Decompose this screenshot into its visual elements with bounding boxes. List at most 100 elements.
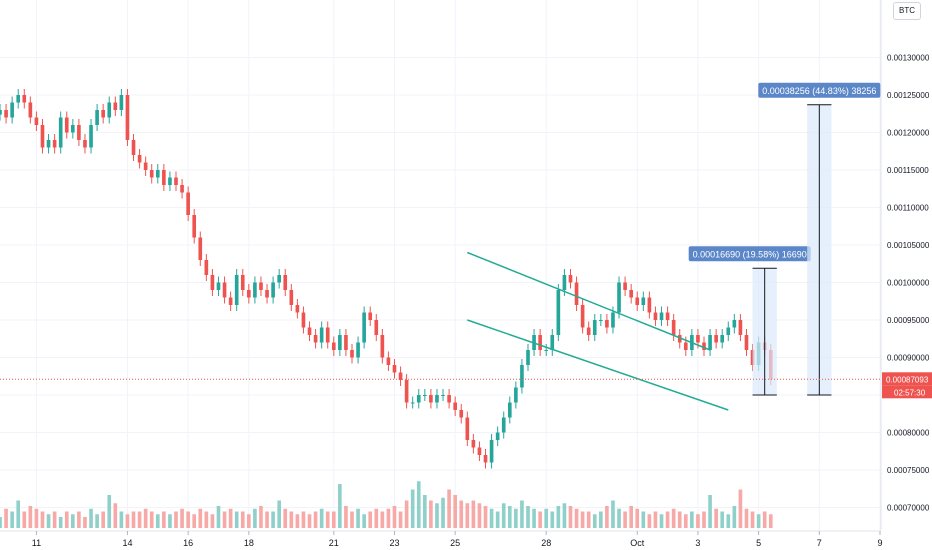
volume-bar <box>459 500 464 528</box>
volume-bar <box>4 508 8 528</box>
candle-body <box>526 350 530 365</box>
candle-body <box>28 102 33 118</box>
candle <box>0 104 2 121</box>
volume-bar <box>162 511 166 528</box>
candle-body <box>647 297 652 313</box>
candle <box>325 321 330 349</box>
x-tick-label: 14 <box>122 538 132 548</box>
candle <box>708 329 712 356</box>
candle-body <box>416 395 421 403</box>
volume-bar <box>210 514 215 528</box>
candle <box>459 404 464 424</box>
volume-bar <box>538 511 542 528</box>
volume-bar <box>410 489 415 528</box>
candle-body <box>659 312 664 320</box>
candle <box>477 441 482 461</box>
candle <box>677 329 682 349</box>
candle-body <box>143 162 148 170</box>
candle <box>720 329 725 349</box>
price-range-measurements[interactable]: 0.00016690 (19.58%) 16690 0.00038256 (44.… <box>688 82 881 396</box>
candle-body <box>210 275 215 290</box>
volume-bar <box>247 514 251 528</box>
x-tick-label: 23 <box>389 538 399 548</box>
candle-body <box>107 102 112 118</box>
currency-badge[interactable]: BTC <box>893 2 921 20</box>
candle-body <box>319 327 324 343</box>
volume-bar <box>301 511 306 528</box>
x-axis[interactable]: 11 14 16 18 21 23 25 28 Oct 3 5 7 9 <box>0 530 883 548</box>
volume-bar <box>507 506 512 528</box>
candle <box>295 299 300 319</box>
candle-body <box>744 335 749 350</box>
candle <box>599 314 603 326</box>
candle-body <box>489 440 494 463</box>
candle <box>89 119 93 154</box>
volume-bar <box>101 511 105 528</box>
candle <box>52 134 57 154</box>
volume-bar <box>726 514 731 528</box>
candle <box>526 344 530 371</box>
candle-body <box>453 402 457 410</box>
volume-bar <box>46 514 51 528</box>
candle <box>228 291 233 311</box>
candle-body <box>556 290 561 335</box>
volume-bar <box>683 514 688 528</box>
candle-body <box>617 282 621 313</box>
candle-body <box>89 125 93 148</box>
candle <box>605 314 609 334</box>
volume-bar <box>501 503 506 528</box>
candle <box>16 89 21 109</box>
volume-bar <box>641 511 646 528</box>
volume-bar <box>64 511 69 528</box>
volume-bar <box>732 506 737 528</box>
candle-body <box>168 177 172 185</box>
candle-body <box>46 140 51 148</box>
volume-bars <box>0 481 773 528</box>
candle-body <box>374 320 379 335</box>
candle-body <box>22 95 27 103</box>
volume-bar <box>696 514 700 528</box>
candle-body <box>544 350 549 351</box>
volume-bar <box>58 517 63 528</box>
volume-bar <box>392 506 397 528</box>
volume-bar <box>623 511 627 528</box>
volume-bar <box>489 508 494 528</box>
candle <box>319 321 324 349</box>
candle <box>113 96 118 116</box>
descending-channel[interactable] <box>467 251 729 411</box>
candle-body <box>234 275 239 305</box>
range-label-bg <box>688 246 811 262</box>
volume-bar <box>647 514 652 528</box>
countdown-label-bg <box>882 385 932 399</box>
candle-body <box>204 260 209 275</box>
y-tick-label: 0.00120000 <box>887 129 930 138</box>
y-axis[interactable]: 0.000700000.000750000.000800000.00085000… <box>880 0 932 530</box>
candle-body <box>113 102 118 110</box>
candle <box>58 111 63 154</box>
candle <box>271 276 275 304</box>
candle-body <box>720 335 725 343</box>
volume-bar <box>435 503 439 528</box>
candle-body <box>380 335 385 358</box>
volume-bar <box>471 500 476 528</box>
volume-bar <box>398 511 403 528</box>
candle-body <box>550 335 555 350</box>
candle <box>568 269 573 289</box>
candle-body <box>101 110 105 118</box>
candle <box>738 314 743 341</box>
current-price-label: 0.00087093 <box>886 375 929 384</box>
candle-body <box>155 170 160 178</box>
candle-body <box>580 305 585 328</box>
candle-body <box>313 335 318 343</box>
candle <box>507 396 512 424</box>
candle <box>435 389 439 409</box>
y-tick-label: 0.00070000 <box>887 504 930 513</box>
candle <box>344 329 348 356</box>
volume-bar <box>180 508 184 528</box>
candle <box>10 96 14 124</box>
candle <box>404 374 409 409</box>
candle-body <box>410 402 415 404</box>
volume-bar <box>599 511 603 528</box>
candle <box>398 366 403 386</box>
